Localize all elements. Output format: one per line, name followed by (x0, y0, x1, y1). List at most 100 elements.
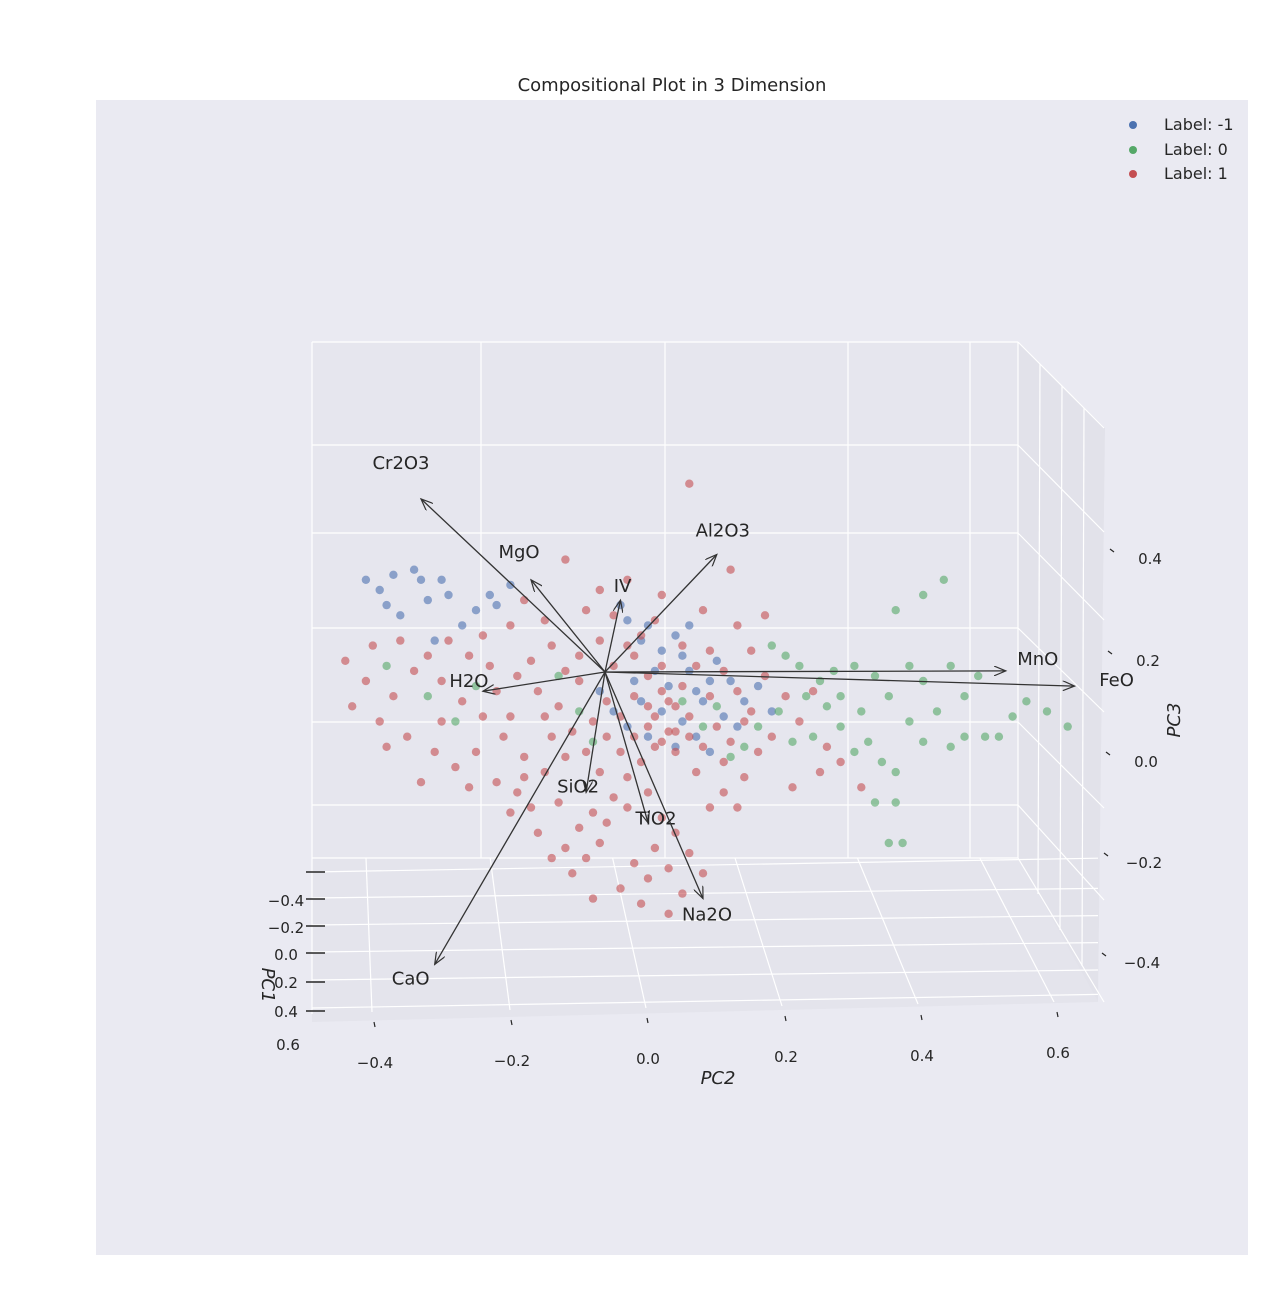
loading-label-sio2: SiO2 (557, 776, 599, 797)
pc2-tick-mark (920, 1014, 923, 1021)
scatter-point (685, 712, 694, 721)
scatter-point (595, 767, 604, 777)
scatter-point (520, 773, 529, 782)
pc3-tick-mark (1105, 751, 1111, 756)
gridline-floor-v (489, 857, 511, 1011)
scatter-point (753, 747, 763, 757)
scatter-point (678, 889, 687, 898)
gridline-floor-h (311, 857, 1099, 873)
scatter-point (554, 702, 563, 711)
legend: Label: -1 Label: 0 Label: 1 (1129, 115, 1234, 183)
scatter-point (581, 853, 591, 863)
scatter-point (630, 651, 639, 660)
scatter-point (664, 727, 673, 736)
scatter-point (678, 651, 687, 660)
scatter-point (891, 767, 900, 777)
scatter-point (664, 864, 673, 873)
scatter-point (437, 717, 446, 726)
pc1-tick-label: 0.6 (276, 1036, 300, 1054)
scatter-point (657, 737, 666, 746)
gridline-right-h (1017, 341, 1105, 429)
scatter-point (760, 611, 770, 620)
scatter-point (671, 702, 680, 711)
loading-label-h2o: H2O (449, 671, 488, 692)
scatter-point (671, 727, 680, 736)
loading-vector-h2o (483, 671, 606, 691)
legend-label-0: Label: 0 (1164, 140, 1228, 159)
scatter-point (451, 762, 460, 772)
gridline-floor-h (311, 993, 1099, 1009)
scatter-point (650, 843, 660, 853)
scatter-point (554, 671, 563, 681)
scatter-point (602, 732, 611, 741)
scatter-point (575, 651, 584, 660)
scatter-point (561, 555, 570, 564)
scatter-point (685, 732, 694, 741)
scatter-point (664, 681, 673, 691)
scatter-point (464, 783, 474, 792)
scatter-point (822, 702, 832, 711)
gridline-floor-v (979, 857, 1055, 1003)
scatter-point (657, 687, 666, 696)
pc3-tick-label: −0.4 (1124, 954, 1160, 972)
scatter-point (506, 580, 515, 590)
pc2-tick-label: 0.6 (1046, 1044, 1070, 1062)
z-axis-label: PC3 (1164, 703, 1185, 738)
scatter-point (630, 859, 639, 868)
axis-ticks: −0.4 −0.2 0.0 0.2 0.4 0.6 −0.4 −0.2 0.0 0.2 0.4 0.6… (268, 548, 1162, 1072)
scatter-point (643, 874, 653, 883)
gridline-right-v (1037, 363, 1041, 895)
scatter-point (506, 712, 515, 721)
scatter-point (767, 732, 776, 741)
scatter-point (568, 869, 577, 878)
pc3-tick-mark (1103, 852, 1109, 857)
scatter-point (932, 707, 942, 716)
scatter-point (960, 732, 969, 741)
scatter-point (850, 661, 859, 671)
scatter-point (747, 646, 756, 655)
loading-vector-feo (604, 671, 1075, 686)
scatter-point (561, 752, 570, 762)
scatter-point (726, 752, 735, 762)
scatter-point (485, 661, 494, 671)
scatter-point (609, 661, 618, 671)
pc3-tick-mark (1107, 650, 1113, 655)
loading-label-al2o3: Al2O3 (696, 521, 750, 542)
pc2-tick-mark (373, 1021, 376, 1028)
scatter-point (808, 687, 818, 696)
scatter-point (609, 611, 618, 620)
scatter-point (740, 742, 749, 751)
scatter-point (857, 707, 866, 716)
scatter-point (389, 570, 398, 579)
chart-title: Compositional Plot in 3 Dimension (518, 75, 827, 96)
scatter-point (678, 717, 687, 726)
scatter-point (753, 681, 763, 691)
scatter-point (409, 565, 419, 574)
scatter-point (891, 798, 900, 807)
scatter-point (533, 828, 543, 837)
gridline-right-h (1017, 804, 1105, 901)
scatter-point (554, 798, 563, 807)
scatter-point (478, 631, 488, 640)
scatter-point (348, 702, 357, 711)
scatter-point (877, 757, 887, 767)
scatter-point (623, 616, 632, 625)
scatter-point (492, 778, 501, 787)
scatter-point (650, 712, 660, 721)
loading-vector-mgo (531, 580, 606, 673)
scatter-point (919, 737, 928, 746)
scatter-point (499, 732, 508, 741)
scatter-point (726, 676, 735, 686)
scatter-point (692, 767, 701, 777)
scatter-point (623, 641, 632, 650)
scatter-point (1063, 722, 1072, 731)
scatter-point (361, 575, 371, 584)
scatter-point (685, 666, 694, 676)
scatter-point (671, 631, 680, 640)
scatter-point (478, 712, 488, 721)
gridline-right-v (1081, 407, 1085, 967)
scatter-point (430, 747, 439, 757)
loading-label-mno: MnO (1017, 649, 1058, 670)
scatter-point (636, 899, 646, 908)
scatter-point (568, 727, 577, 736)
